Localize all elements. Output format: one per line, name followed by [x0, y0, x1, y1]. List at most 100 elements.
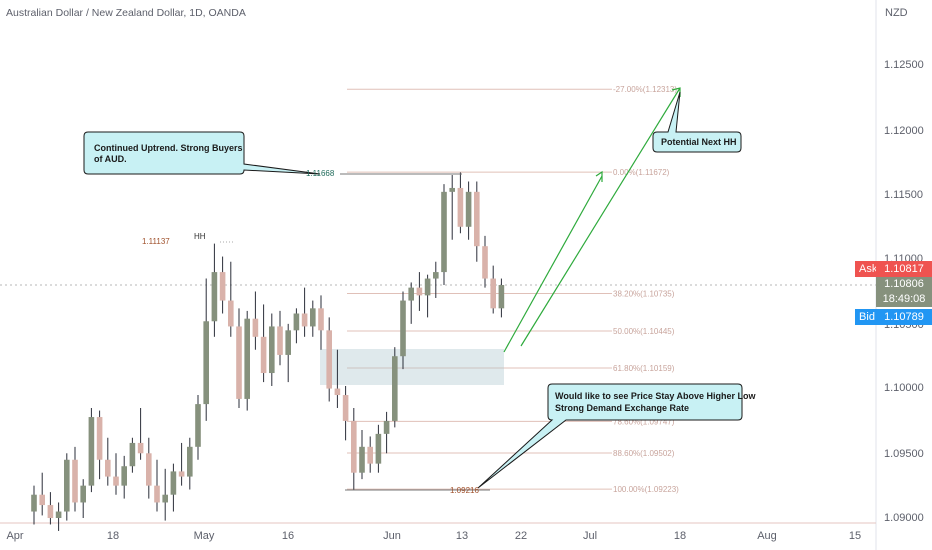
- candle-body-up[interactable]: [170, 471, 177, 495]
- candle-body-up[interactable]: [55, 511, 62, 518]
- candle-body-down[interactable]: [113, 476, 119, 486]
- fibonacci-retracement[interactable]: -27.00%(1.12313) 0.00%(1.11672) 38.20%(1.1…: [347, 85, 679, 494]
- candle-body-down[interactable]: [342, 395, 349, 421]
- candle-body-down[interactable]: [490, 278, 496, 309]
- candle-body-down[interactable]: [39, 494, 45, 506]
- candle-body-up[interactable]: [244, 318, 250, 399]
- candle-body-up[interactable]: [424, 278, 431, 296]
- current-price: 1.10806: [884, 278, 924, 290]
- candle-body-up[interactable]: [269, 326, 275, 374]
- candle-body-up[interactable]: [195, 404, 201, 447]
- current-price-box: 1.10806 18:49:08: [876, 277, 932, 307]
- candle-body-up[interactable]: [31, 494, 37, 512]
- bid-price: 1.10789: [876, 309, 932, 325]
- projection-arrow-1[interactable]: [503, 175, 603, 353]
- time-tick: 16: [281, 530, 295, 542]
- symbol-title[interactable]: Australian Dollar / New Zealand Dollar, …: [6, 7, 246, 19]
- fib-level-label: -27.00%(1.12313): [613, 85, 677, 94]
- candle-body-up[interactable]: [498, 285, 505, 309]
- fib-level-label: 38.20%(1.10735): [613, 289, 675, 298]
- time-tick: 18: [106, 530, 120, 542]
- candle-body-down[interactable]: [105, 459, 111, 477]
- level-label-111137: 1.11137: [142, 237, 170, 246]
- candle-body-down[interactable]: [228, 300, 234, 327]
- candle-body-up[interactable]: [162, 494, 168, 503]
- candle-body-up[interactable]: [383, 420, 390, 434]
- price-tick: 1.09000: [884, 512, 924, 524]
- candle-body-down[interactable]: [260, 336, 267, 374]
- price-tick: 1.12000: [884, 125, 924, 137]
- fib-level-label: 0.00%(1.11672): [613, 168, 670, 177]
- price-tick: 1.11500: [884, 189, 923, 201]
- level-label-111668: 1.11668: [306, 169, 335, 178]
- projection-arrow-2[interactable]: [520, 87, 681, 347]
- time-tick: May: [193, 530, 215, 542]
- candle-body-down[interactable]: [318, 308, 324, 331]
- fib-level-label: 50.00%(1.10445): [613, 327, 675, 336]
- candle-body-down[interactable]: [416, 287, 423, 296]
- candle-body-down[interactable]: [137, 442, 144, 454]
- axis-currency[interactable]: NZD: [885, 7, 908, 19]
- time-tick: Apr: [6, 530, 24, 542]
- hh-label: HH: [194, 232, 206, 241]
- price-tick: 1.10000: [884, 382, 924, 394]
- candle-body-up[interactable]: [187, 446, 193, 477]
- candle-body-up[interactable]: [211, 272, 218, 322]
- time-tick: 18: [673, 530, 687, 542]
- candle-body-up[interactable]: [375, 433, 382, 464]
- candle-body-down[interactable]: [301, 313, 308, 327]
- candle-body-down[interactable]: [236, 326, 242, 399]
- candle-body-down[interactable]: [351, 420, 357, 473]
- callout-uptrend-text: Continued Uptrend. Strong Buyers of AUD.: [94, 143, 243, 164]
- candle-body-up[interactable]: [88, 417, 95, 486]
- time-tick: Aug: [757, 530, 777, 542]
- candle-body-up[interactable]: [80, 485, 86, 503]
- candle-body-down[interactable]: [474, 191, 480, 247]
- price-tick: 1.12500: [884, 59, 924, 71]
- candle-body-up[interactable]: [121, 466, 127, 486]
- candle-body-down[interactable]: [252, 318, 259, 337]
- candle-body-up[interactable]: [392, 356, 398, 421]
- callout-hh-bubble[interactable]: [652, 91, 742, 153]
- bid-label: Bid: [855, 309, 879, 325]
- candle-body-up[interactable]: [433, 272, 439, 279]
- time-tick: Jun: [383, 530, 401, 542]
- candle-body-down[interactable]: [457, 187, 464, 227]
- ask-price: 1.10817: [876, 261, 932, 277]
- candle-body-down[interactable]: [482, 246, 488, 279]
- projection-arrowhead-1: [595, 170, 603, 182]
- candle-body-up[interactable]: [465, 191, 472, 227]
- candle-body-down[interactable]: [96, 417, 103, 460]
- candle-body-up[interactable]: [310, 308, 316, 327]
- candle-body-down[interactable]: [154, 485, 160, 503]
- bar-countdown: 18:49:08: [882, 293, 926, 305]
- candle-body-up[interactable]: [408, 287, 414, 301]
- candle-body-down[interactable]: [178, 471, 185, 477]
- demand-zone[interactable]: [320, 349, 504, 385]
- candle-body-up[interactable]: [441, 191, 447, 273]
- candle-body-down[interactable]: [326, 330, 332, 389]
- fib-level-label: 61.80%(1.10159): [613, 364, 675, 373]
- price-tick: 1.09500: [884, 448, 924, 460]
- candle-body-down[interactable]: [367, 446, 373, 464]
- candle-body-up[interactable]: [203, 321, 209, 405]
- callout-uptrend-bubble[interactable]: [83, 131, 321, 175]
- candle-body-down[interactable]: [47, 505, 54, 518]
- callout-hh-text: Potential Next HH: [661, 137, 737, 147]
- time-tick: 15: [848, 530, 862, 542]
- candle-body-up[interactable]: [400, 300, 406, 357]
- candle-body-up[interactable]: [64, 459, 70, 512]
- candle-body-up[interactable]: [129, 442, 136, 467]
- candle-body-down[interactable]: [219, 272, 226, 301]
- candle-body-up[interactable]: [285, 330, 291, 355]
- candle-body-down[interactable]: [72, 459, 78, 503]
- candle-body-down[interactable]: [277, 326, 283, 355]
- candle-body-up[interactable]: [359, 446, 365, 473]
- candle-body-up[interactable]: [449, 187, 455, 192]
- callout-demand-bubble[interactable]: [477, 383, 743, 489]
- candle-body-down[interactable]: [334, 388, 341, 396]
- candle-body-down[interactable]: [146, 453, 152, 486]
- candle-body-up[interactable]: [293, 313, 300, 331]
